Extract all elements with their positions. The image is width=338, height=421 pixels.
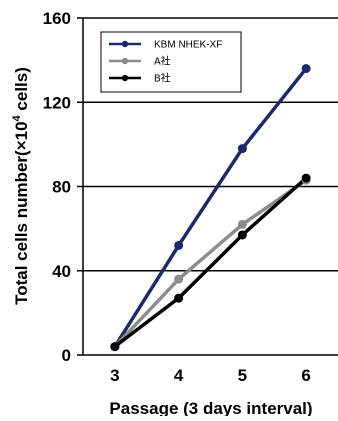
y-tick-label: 80 xyxy=(52,178,71,197)
legend-label: KBM NHEK-XF xyxy=(154,40,222,51)
data-point xyxy=(174,240,184,250)
axis-layer: 0 40 80 120 160 3 4 5 6 xyxy=(43,9,338,385)
series-line-0 xyxy=(113,67,308,348)
series-line-1 xyxy=(113,178,308,348)
y-tick-label: 0 xyxy=(62,346,71,365)
data-point xyxy=(174,274,184,284)
y-tick-label: 160 xyxy=(43,9,71,28)
legend-label: A社 xyxy=(154,55,171,68)
legend: KBM NHEK-XF A社 B社 xyxy=(100,31,242,93)
x-axis-title: Passage (3 days interval) xyxy=(109,399,312,416)
data-point xyxy=(174,293,184,303)
y-axis-title: Total cells number(×104 cells) xyxy=(11,67,31,305)
legend-swatch-marker xyxy=(121,40,129,48)
y-tick-label: 120 xyxy=(43,93,71,112)
x-tick-label: 5 xyxy=(238,366,247,385)
series-layer xyxy=(110,64,311,352)
y-axis-title-main: Total cells number(×10 xyxy=(12,121,31,304)
y-axis-title-suffix: cells) xyxy=(12,67,31,115)
data-point xyxy=(237,144,247,154)
y-axis-title-superscript: 4 xyxy=(11,114,23,121)
data-point xyxy=(237,219,247,229)
data-point xyxy=(301,173,311,183)
x-tick-label: 6 xyxy=(301,366,310,385)
legend-swatch-marker xyxy=(121,57,129,65)
x-tick-label: 4 xyxy=(174,366,184,385)
y-tick-label: 40 xyxy=(52,262,71,281)
legend-label: B社 xyxy=(154,72,171,85)
label-layer: Passage (3 days interval) Total cells nu… xyxy=(11,67,313,418)
legend-swatch-marker xyxy=(121,74,129,82)
x-tick-label: 3 xyxy=(110,366,119,385)
grid-layer xyxy=(83,17,338,272)
series-line-2 xyxy=(113,176,308,348)
data-point xyxy=(110,342,120,352)
data-point xyxy=(301,64,311,74)
data-point xyxy=(237,230,247,240)
